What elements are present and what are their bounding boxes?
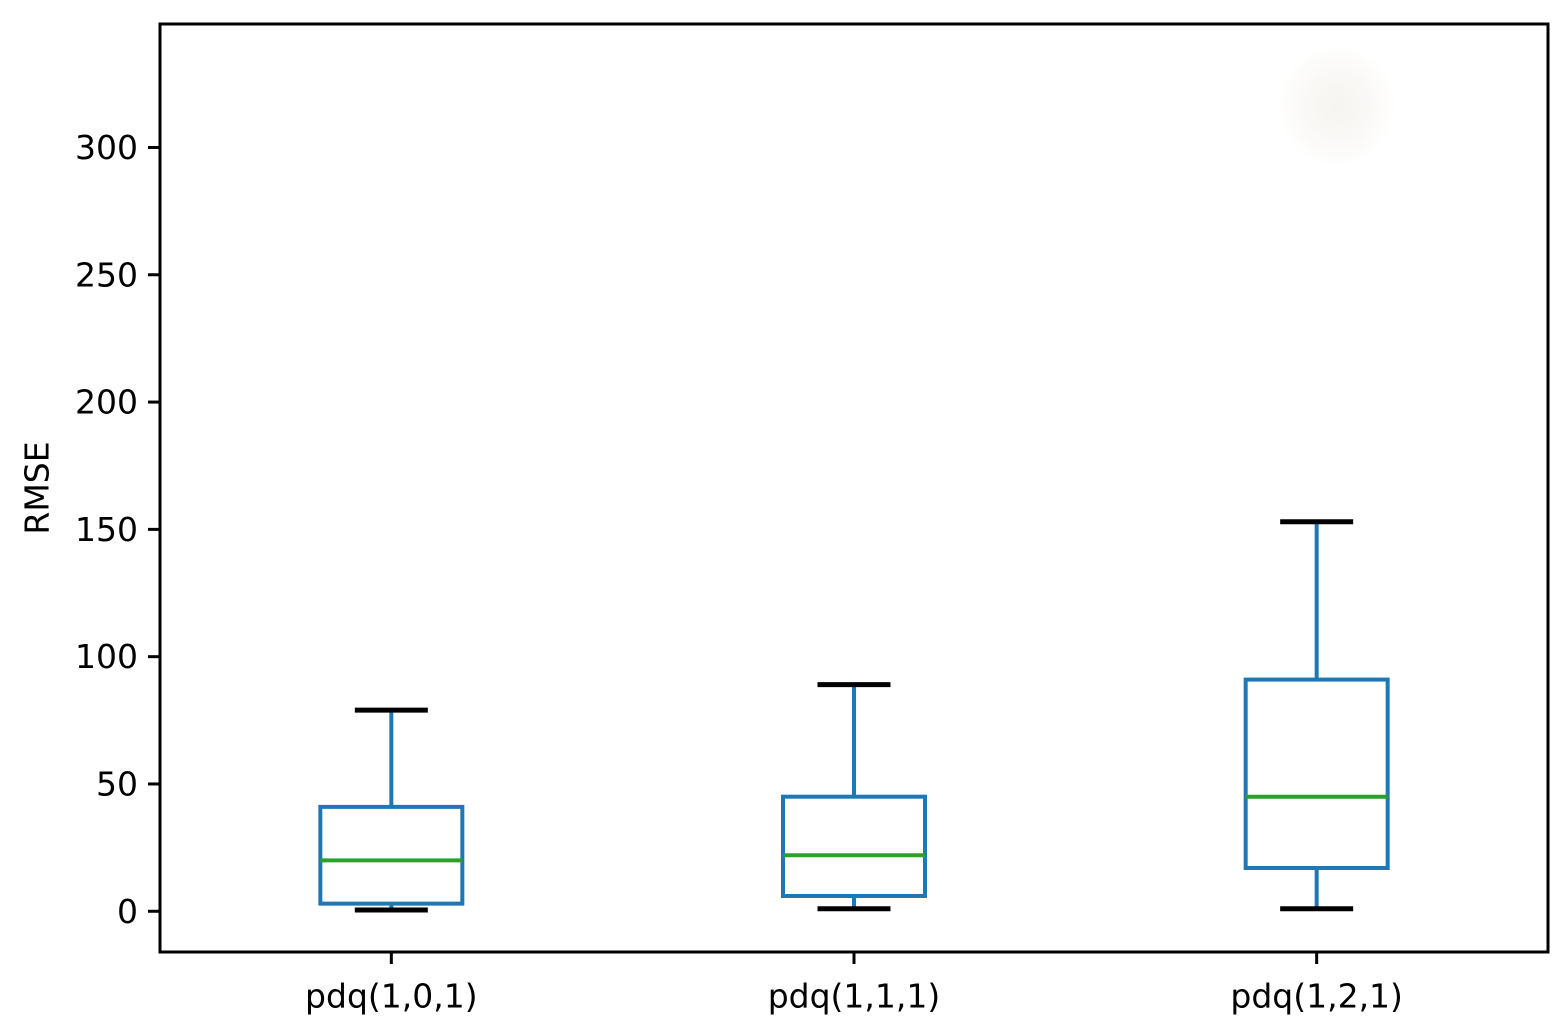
- y-axis-label: RMSE: [18, 441, 57, 534]
- y-tick-label: 250: [75, 255, 138, 294]
- iqr-box: [781, 794, 927, 898]
- y-tick-label: 300: [75, 128, 138, 167]
- x-tick-label: pdq(1,2,1): [1230, 977, 1403, 1016]
- y-tick-label: 200: [75, 383, 138, 422]
- y-tick-label: 50: [96, 764, 138, 803]
- iqr-box: [318, 804, 465, 906]
- x-tick-label: pdq(1,0,1): [305, 977, 478, 1016]
- y-tick-label: 150: [75, 510, 138, 549]
- y-tick-label: 100: [75, 637, 138, 676]
- iqr-box: [1243, 677, 1390, 870]
- y-tick-label: 0: [117, 892, 138, 931]
- x-tick-label: pdq(1,1,1): [768, 977, 941, 1016]
